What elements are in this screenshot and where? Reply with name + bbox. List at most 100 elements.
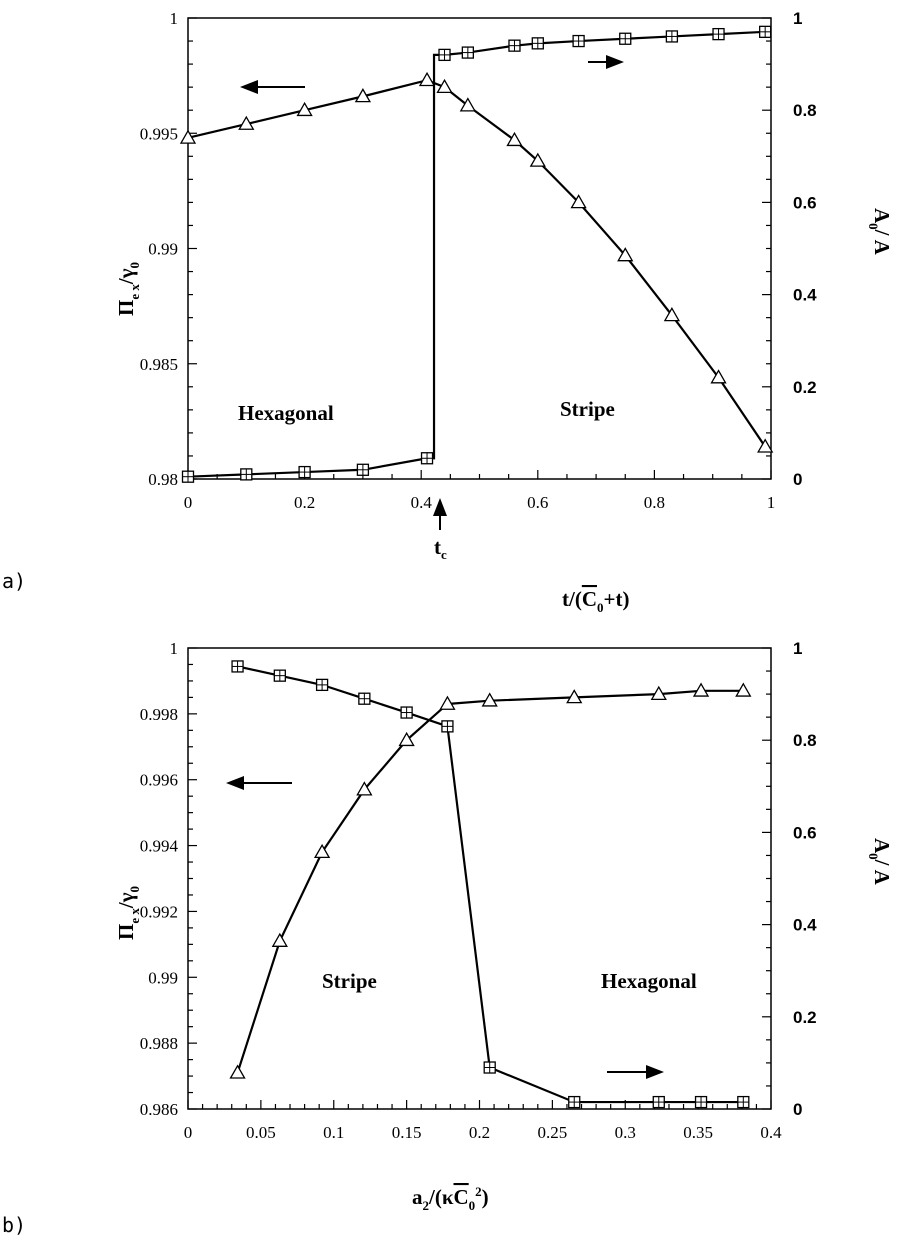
square-plus-marker (737, 1095, 750, 1109)
x-tick-label: 1 (767, 493, 776, 512)
panel-a-right-axis-arrow (588, 55, 624, 69)
triangle-marker (566, 689, 583, 704)
triangle-marker (692, 682, 710, 697)
y-left-tick-label: 0.986 (140, 1100, 178, 1119)
square-plus-marker (508, 39, 521, 52)
square-plus-marker (461, 46, 474, 59)
y-left-tick-label: 0.98 (148, 470, 178, 489)
x-tick-label: 0.8 (644, 493, 665, 512)
panel-b-markers (229, 660, 752, 1109)
square-plus-marker (483, 1061, 496, 1074)
triangle-marker (313, 843, 331, 859)
triangle-marker (356, 781, 373, 796)
panel-a-right-y-axis-label: A0/ A (866, 208, 894, 256)
square-plus-marker (665, 30, 679, 43)
panel-a-x-axis-label: t/(C0+t) (562, 587, 629, 615)
y-right-tick-label: 0.4 (793, 916, 817, 935)
y-right-tick-label: 0.6 (793, 193, 817, 212)
square-plus-marker (441, 720, 454, 733)
x-tick-label: 0.2 (294, 493, 315, 512)
panel-a-left-tick-labels: 0.98 0.985 0.99 0.995 1 (140, 9, 178, 489)
x-tick-label: 0.25 (538, 1123, 568, 1142)
square-plus-marker (759, 25, 772, 38)
panel-a-left-y-axis-label: Πe x/γ0 (114, 262, 142, 316)
square-plus-marker (531, 37, 544, 50)
panel-b-left-axis-arrow (226, 776, 292, 790)
panel-a-hexagonal-label: Hexagonal (238, 401, 334, 425)
y-left-tick-label: 0.99 (148, 240, 178, 259)
triangle-marker (506, 131, 523, 147)
series-line-triangle (187, 79, 767, 448)
x-tick-label: 0.35 (683, 1123, 713, 1142)
square-plus-marker (652, 1095, 665, 1109)
y-right-tick-label: 0 (793, 1100, 802, 1119)
panel-b-hexagonal-label: Hexagonal (601, 969, 697, 993)
square-plus-marker (400, 706, 413, 719)
panel-b-chart: 0.986 0.988 0.99 0.992 0.994 0.996 0.998 1 0 0.2… (2, 639, 894, 1237)
x-tick-label: 0.05 (246, 1123, 276, 1142)
x-tick-label: 0.6 (527, 493, 548, 512)
panel-a-label: a) (2, 569, 26, 593)
square-plus-marker (298, 465, 311, 479)
x-tick-label: 0.1 (323, 1123, 344, 1142)
y-right-tick-label: 0.8 (793, 731, 817, 750)
y-right-tick-label: 0.2 (793, 1008, 817, 1027)
panel-a-markers (179, 25, 774, 483)
square-plus-marker (356, 463, 370, 476)
series-line-square-plus (237, 665, 744, 1104)
panel-b-label: b) (2, 1213, 26, 1237)
square-plus-marker (240, 468, 253, 481)
triangle-marker (650, 685, 667, 700)
x-tick-label: 0.3 (615, 1123, 636, 1142)
panel-b-x-tick-labels: 0 0.05 0.1 0.15 0.2 0.25 0.3 0.35 0.4 (184, 1123, 782, 1142)
square-plus-marker (694, 1095, 708, 1109)
panel-b-ticks (187, 647, 772, 1110)
triangle-marker (436, 78, 453, 94)
panel-b-left-y-axis-label: Πe x/γ0 (114, 886, 142, 940)
panel-b-stripe-label: Stripe (322, 969, 377, 993)
x-tick-label: 0.2 (469, 1123, 490, 1142)
panel-b-right-y-axis-label: A0/ A (866, 838, 894, 886)
triangle-marker (354, 88, 372, 103)
square-plus-marker (231, 660, 244, 673)
square-plus-marker (568, 1095, 581, 1109)
square-plus-marker (181, 470, 195, 483)
y-left-tick-label: 1 (170, 639, 179, 658)
triangle-marker (398, 731, 415, 747)
y-left-tick-label: 0.996 (140, 771, 178, 790)
series-line-triangle (236, 689, 744, 1074)
y-right-tick-label: 0.2 (793, 378, 817, 397)
y-right-tick-label: 1 (793, 639, 802, 658)
panel-b-x-axis-label: a2/(κC02) (412, 1184, 489, 1213)
panel-a-tc-arrow (433, 498, 447, 530)
y-left-tick-label: 0.99 (148, 968, 178, 987)
triangle-marker (735, 682, 752, 697)
panel-b-plot-frame (187, 647, 772, 1110)
square-plus-marker (438, 48, 451, 62)
panel-a-series-lines (187, 30, 767, 478)
y-left-tick-label: 0.988 (140, 1034, 178, 1053)
y-right-tick-label: 0.6 (793, 823, 817, 842)
y-right-tick-label: 0.4 (793, 286, 817, 305)
x-tick-label: 0.4 (411, 493, 433, 512)
panel-b-left-tick-labels: 0.986 0.988 0.99 0.992 0.994 0.996 0.998 1 (140, 639, 179, 1119)
triangle-marker (439, 695, 456, 710)
square-plus-marker (712, 27, 725, 41)
panel-a-x-tick-labels: 0 0.2 0.4 0.6 0.8 1 (184, 493, 776, 512)
triangle-marker (757, 438, 774, 453)
panel-a-stripe-label: Stripe (560, 397, 615, 421)
panel-b-right-axis-arrow (607, 1065, 664, 1079)
square-plus-marker (619, 32, 632, 45)
y-left-tick-label: 0.995 (140, 124, 178, 143)
triangle-marker (459, 97, 476, 112)
panel-a-left-axis-arrow (240, 80, 305, 94)
y-left-tick-label: 0.994 (140, 837, 179, 856)
y-left-tick-label: 0.985 (140, 355, 178, 374)
triangle-marker (617, 247, 634, 262)
triangle-marker (481, 692, 498, 707)
triangle-marker (179, 129, 197, 144)
y-left-tick-label: 0.998 (140, 705, 178, 724)
triangle-marker (271, 932, 288, 947)
